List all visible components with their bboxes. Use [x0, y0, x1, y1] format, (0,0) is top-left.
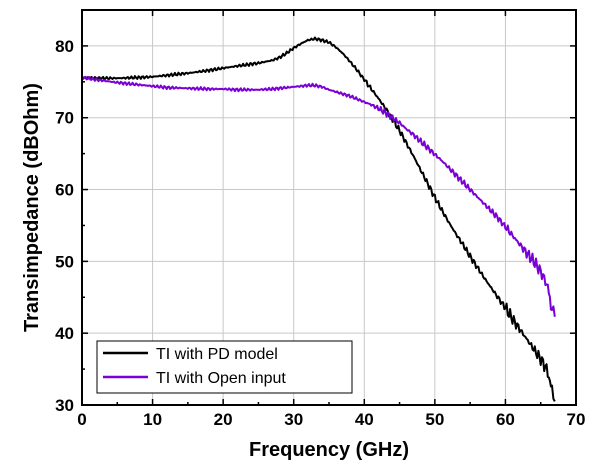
series-lines [81, 36, 556, 402]
y-tick-label: 70 [55, 109, 74, 128]
ticks: 0 10 20 30 40 50 60 70 30 40 50 60 70 80 [55, 10, 585, 429]
series-line-pd-model [82, 36, 556, 402]
y-tick-label: 30 [55, 396, 74, 415]
y-tick-label: 60 [55, 181, 74, 200]
grid [82, 10, 576, 405]
legend-label-pd-model: TI with PD model [156, 346, 278, 363]
y-axis-title: Transimpedance (dBOhm) [21, 83, 43, 332]
legend: TI with PD model TI with Open input [96, 340, 353, 394]
x-tick-label: 40 [355, 410, 374, 429]
legend-label-open-input: TI with Open input [156, 370, 286, 387]
x-tick-label: 10 [143, 410, 162, 429]
x-tick-label: 30 [284, 410, 303, 429]
y-tick-label: 50 [55, 252, 74, 271]
x-tick-label: 20 [214, 410, 233, 429]
x-tick-label: 70 [567, 410, 586, 429]
x-tick-label: 60 [496, 410, 515, 429]
x-tick-label: 50 [425, 410, 444, 429]
x-axis-title: Frequency (GHz) [249, 439, 409, 461]
legend-box [96, 340, 353, 394]
x-tick-label: 0 [77, 410, 86, 429]
y-tick-label: 80 [55, 37, 74, 56]
y-tick-label: 40 [55, 324, 74, 343]
series-line-open-input [81, 75, 556, 317]
